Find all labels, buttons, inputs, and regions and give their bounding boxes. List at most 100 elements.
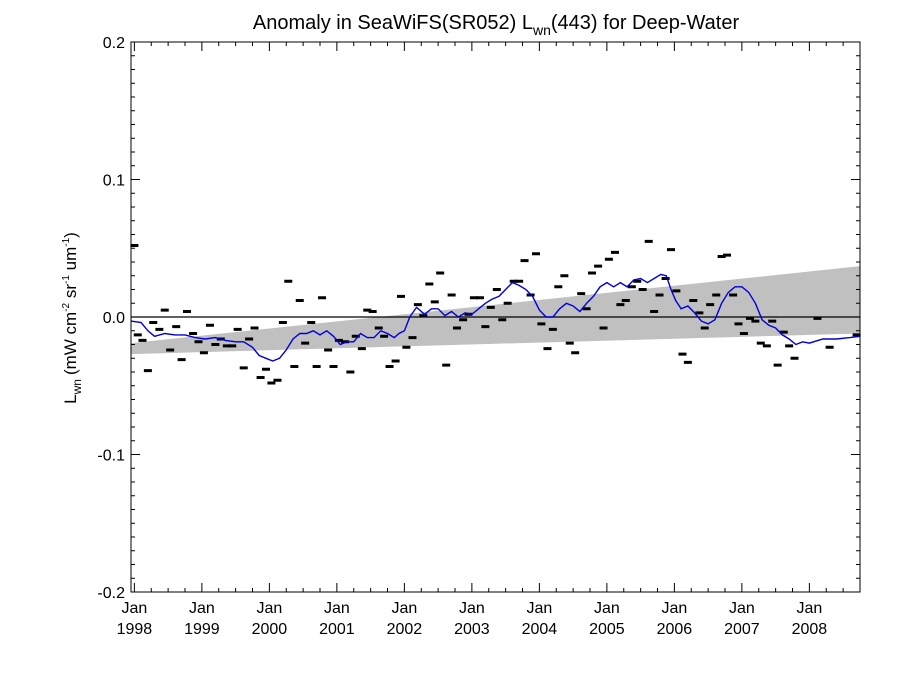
x-tick-month-7: Jan <box>594 600 620 617</box>
data-point-84 <box>599 326 608 330</box>
data-point-44 <box>374 326 383 330</box>
data-point-77 <box>560 274 569 278</box>
data-point-14 <box>205 323 214 327</box>
data-point-67 <box>503 301 512 305</box>
data-point-65 <box>492 288 501 291</box>
data-point-70 <box>520 259 529 263</box>
data-point-95 <box>661 277 670 280</box>
data-point-49 <box>402 345 411 349</box>
data-point-39 <box>346 370 355 374</box>
chart-title-rest: (443) for Deep-Water <box>551 12 740 34</box>
running-mean-layer <box>130 273 861 362</box>
y-axis-label-exp3: -1 <box>61 237 72 246</box>
chart-title: Anomaly in SeaWiFS(SR052) Lwn(443) for D… <box>253 12 740 38</box>
y-axis-label-exp1: -2 <box>61 302 72 311</box>
data-point-7 <box>166 348 175 352</box>
data-point-115 <box>773 363 782 367</box>
data-point-17 <box>222 344 231 348</box>
x-tick-year-1: 1999 <box>184 621 220 638</box>
data-point-93 <box>650 310 659 313</box>
y-tick-label-0: 0.2 <box>103 35 125 52</box>
data-point-34 <box>318 296 327 300</box>
data-point-112 <box>756 341 765 345</box>
x-tick-month-5: Jan <box>459 600 485 617</box>
data-point-82 <box>588 271 597 275</box>
data-point-69 <box>515 279 524 283</box>
data-point-88 <box>621 299 630 302</box>
x-tick-year-0: 1998 <box>117 621 153 638</box>
data-point-40 <box>351 334 360 338</box>
data-point-50 <box>408 336 417 340</box>
data-point-110 <box>745 316 754 320</box>
x-tick-month-2: Jan <box>256 600 282 617</box>
data-point-32 <box>307 321 316 324</box>
y-axis-label-exp2: -1 <box>61 275 72 284</box>
data-point-41 <box>357 347 366 351</box>
data-point-47 <box>391 359 400 363</box>
data-point-54 <box>430 300 439 304</box>
data-point-46 <box>385 365 394 368</box>
data-point-48 <box>397 294 405 298</box>
x-tick-month-4: Jan <box>391 600 417 617</box>
data-point-1 <box>133 333 142 337</box>
data-point-20 <box>239 366 248 370</box>
data-point-10 <box>183 310 192 313</box>
y-tick-label-1: 0.1 <box>103 173 125 190</box>
x-ticks-layer: Jan 1998 Jan 1999 Jan 2000 Jan 2001 Jan 2002 Jan 20… <box>117 42 861 638</box>
data-point-23 <box>256 376 265 379</box>
data-point-64 <box>486 305 495 309</box>
y-axis-label-sub: wn <box>70 379 84 395</box>
data-point-94 <box>655 293 664 297</box>
data-point-78 <box>565 341 574 345</box>
data-point-4 <box>149 321 158 324</box>
data-point-52 <box>419 314 428 318</box>
data-point-36 <box>329 365 338 368</box>
data-point-92 <box>644 239 653 243</box>
data-point-2 <box>138 338 147 342</box>
x-tick-month-9: Jan <box>729 600 755 617</box>
data-point-6 <box>160 308 169 312</box>
data-point-51 <box>413 303 422 307</box>
data-point-59 <box>459 318 468 322</box>
data-point-76 <box>554 285 563 289</box>
data-point-12 <box>194 340 203 344</box>
x-tick-month-0: Jan <box>121 600 147 617</box>
data-point-9 <box>177 358 186 362</box>
data-point-30 <box>295 299 304 302</box>
data-point-31 <box>301 341 310 345</box>
data-point-105 <box>717 255 726 258</box>
data-point-18 <box>228 344 237 348</box>
data-point-37 <box>334 338 343 342</box>
data-point-97 <box>672 289 681 293</box>
data-point-121 <box>852 333 861 337</box>
chart-title-main: Anomaly in SeaWiFS(SR052) L <box>253 12 533 34</box>
y-axis-label-sr: sr <box>61 284 80 303</box>
trend-band <box>131 266 860 355</box>
data-point-104 <box>712 293 721 297</box>
running-mean-line <box>130 273 861 362</box>
data-point-100 <box>689 299 698 302</box>
data-point-117 <box>785 344 794 348</box>
x-tick-year-7: 2005 <box>589 621 625 638</box>
data-point-101 <box>695 311 704 315</box>
data-point-80 <box>577 292 586 296</box>
plot-area: 0.20.10.0-0.1-0.2 Jan1998Jan1999Jan2000J… <box>97 35 861 638</box>
data-point-90 <box>633 279 642 283</box>
x-tick-month-6: Jan <box>526 600 552 617</box>
data-point-68 <box>509 279 518 283</box>
data-point-96 <box>667 248 675 252</box>
data-point-25 <box>267 381 276 385</box>
data-point-91 <box>638 288 647 291</box>
x-tick-year-2: 2000 <box>252 621 288 638</box>
data-point-74 <box>543 347 552 351</box>
x-tick-year-10: 2008 <box>792 621 828 638</box>
data-point-87 <box>616 303 625 307</box>
chart-title-subscript: wn <box>532 22 551 38</box>
data-point-81 <box>582 307 591 311</box>
data-point-22 <box>250 326 259 330</box>
x-tick-year-3: 2001 <box>319 621 355 638</box>
data-point-79 <box>571 351 580 355</box>
y-tick-label-3: -0.1 <box>97 448 125 465</box>
data-point-13 <box>199 351 208 355</box>
data-point-5 <box>155 327 164 331</box>
